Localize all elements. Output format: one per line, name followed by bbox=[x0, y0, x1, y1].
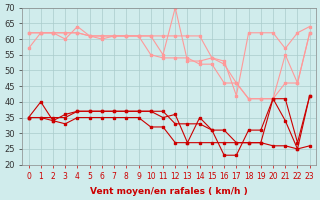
X-axis label: Vent moyen/en rafales ( km/h ): Vent moyen/en rafales ( km/h ) bbox=[90, 187, 248, 196]
